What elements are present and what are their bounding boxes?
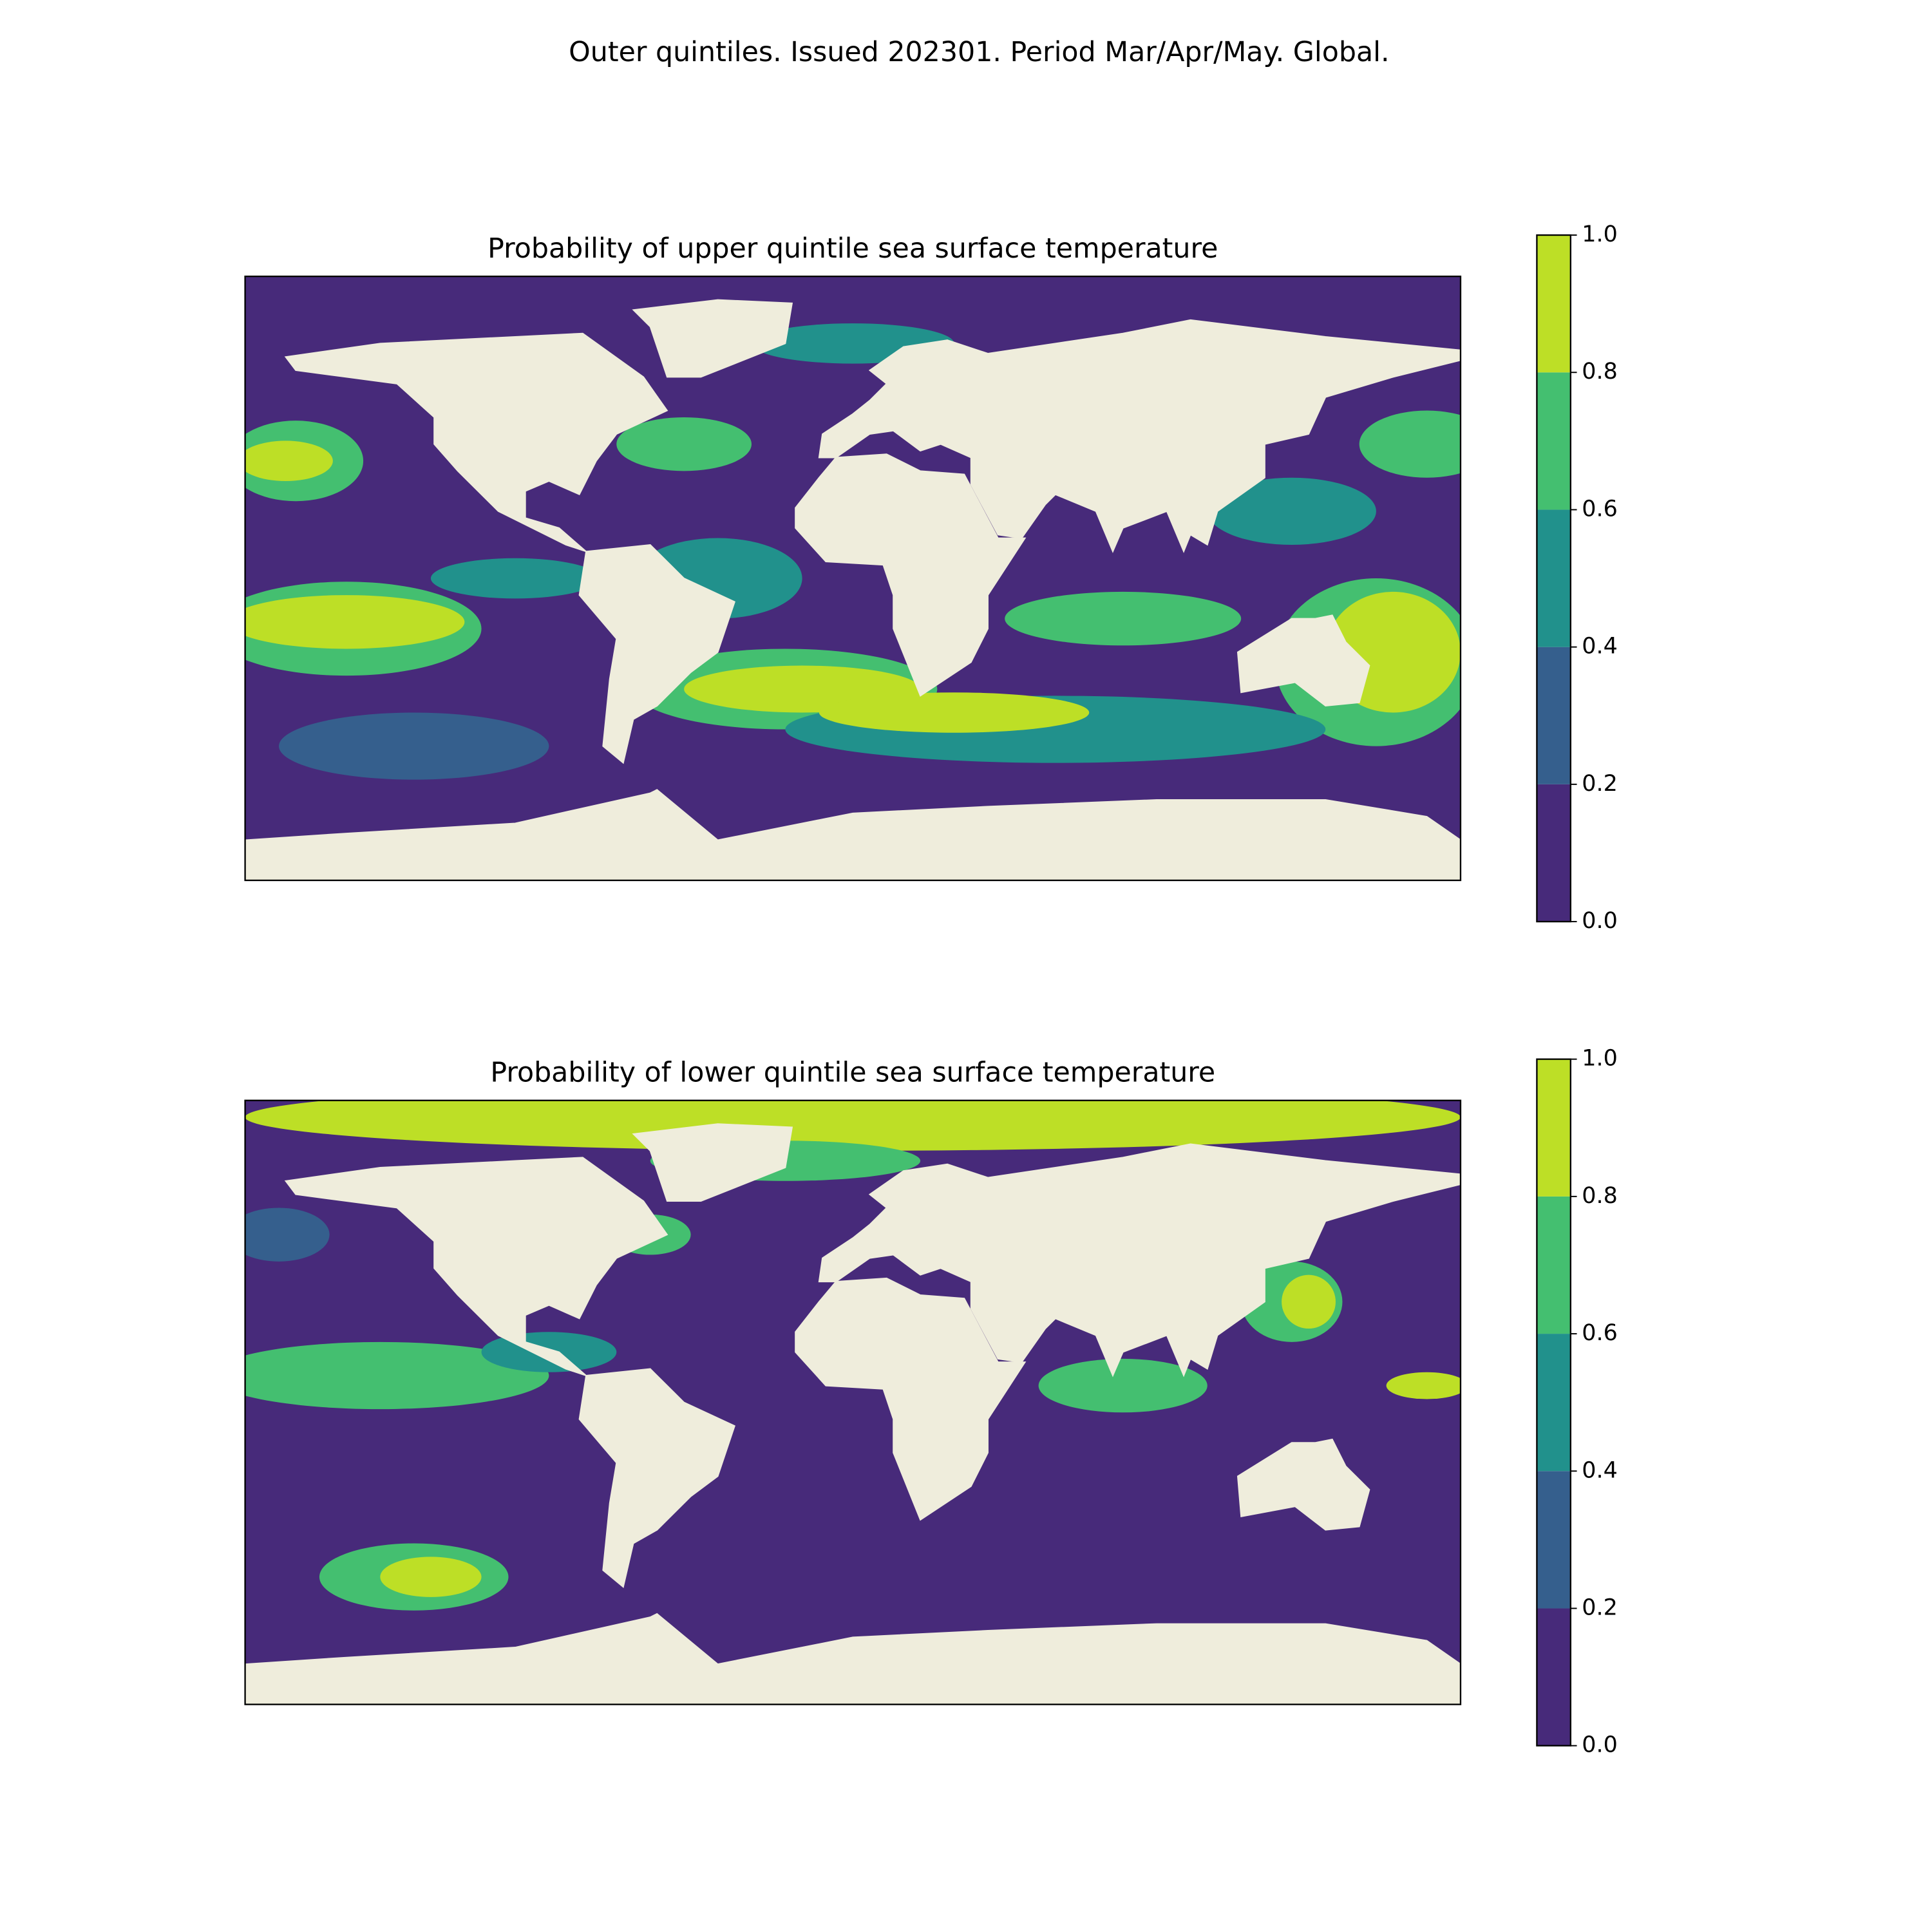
shaded-region (1386, 1372, 1461, 1399)
shaded-region (245, 440, 333, 481)
shaded-region (819, 692, 1090, 733)
shaded-region (245, 1100, 1461, 1151)
land (1236, 1438, 1370, 1531)
colorbar-segment (1537, 784, 1571, 922)
colorbar-segment (1537, 235, 1571, 373)
colorbar-tick-label: 0.8 (1582, 1183, 1618, 1209)
colorbar-segment (1537, 372, 1571, 510)
colorbar-segment (1537, 1608, 1571, 1746)
land (284, 332, 668, 553)
colorbar-segment (1537, 647, 1571, 784)
shaded-region (1005, 591, 1242, 646)
colorbar-tick-label: 1.0 (1582, 1046, 1618, 1072)
shaded-region (279, 712, 549, 780)
panel-title: Probability of lower quintile sea surfac… (490, 1056, 1215, 1088)
colorbar-segment (1537, 1059, 1571, 1197)
figure-title: Outer quintiles. Issued 202301. Period M… (569, 36, 1389, 68)
land (578, 1368, 735, 1588)
map-frame (244, 1099, 1462, 1705)
shaded-region (1282, 1274, 1336, 1329)
colorbar-segment (1537, 1196, 1571, 1334)
colorbar-tick-label: 0.0 (1582, 1732, 1618, 1758)
shaded-region (245, 1208, 330, 1262)
colorbar-frame (1536, 1058, 1571, 1747)
map-frame (244, 275, 1462, 882)
colorbar-tick-label: 0.4 (1582, 634, 1618, 659)
land (578, 544, 735, 764)
map-body (245, 1100, 1461, 1705)
land (245, 1613, 1461, 1705)
land (795, 1277, 1027, 1521)
colorbar-segment (1537, 509, 1571, 647)
map (244, 275, 1462, 882)
land (284, 1157, 668, 1376)
shaded-region (1359, 410, 1461, 478)
colorbar-tick-label: 1.0 (1582, 222, 1618, 247)
colorbar-tick-label: 0.6 (1582, 496, 1618, 522)
land (632, 299, 793, 378)
colorbar-tick-label: 0.0 (1582, 908, 1618, 934)
colorbar-frame (1536, 234, 1571, 923)
land (245, 789, 1461, 880)
colorbar-tick-label: 0.8 (1582, 359, 1618, 384)
colorbar-segment (1537, 1471, 1571, 1609)
colorbar-tick-label: 0.2 (1582, 1595, 1618, 1620)
land (632, 1123, 793, 1202)
colorbar-tick-label: 0.2 (1582, 771, 1618, 797)
shaded-region (430, 558, 600, 599)
land (818, 319, 1461, 553)
map (244, 1099, 1462, 1705)
colorbar-tick-label: 0.6 (1582, 1320, 1618, 1346)
shaded-region (616, 417, 752, 471)
shaded-region (380, 1557, 482, 1597)
colorbar-segment (1537, 1334, 1571, 1472)
map-body (245, 276, 1461, 880)
shaded-region (245, 1341, 549, 1410)
shaded-region (245, 595, 465, 649)
colorbar-tick-label: 0.4 (1582, 1457, 1618, 1483)
shaded-region (1038, 1358, 1208, 1413)
panel-title: Probability of upper quintile sea surfac… (488, 232, 1218, 265)
land (795, 453, 1027, 697)
land (818, 1143, 1461, 1378)
shaded-region (1207, 477, 1376, 545)
land (1236, 614, 1370, 707)
